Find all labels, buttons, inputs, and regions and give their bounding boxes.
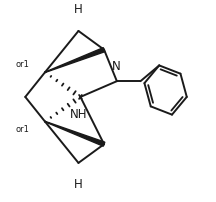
- Text: H: H: [74, 178, 83, 191]
- Polygon shape: [45, 121, 105, 146]
- Text: H: H: [74, 3, 83, 16]
- Text: N: N: [111, 60, 120, 73]
- Text: NH: NH: [70, 108, 87, 121]
- Text: or1: or1: [15, 60, 29, 69]
- Text: or1: or1: [15, 125, 29, 134]
- Polygon shape: [45, 48, 105, 73]
